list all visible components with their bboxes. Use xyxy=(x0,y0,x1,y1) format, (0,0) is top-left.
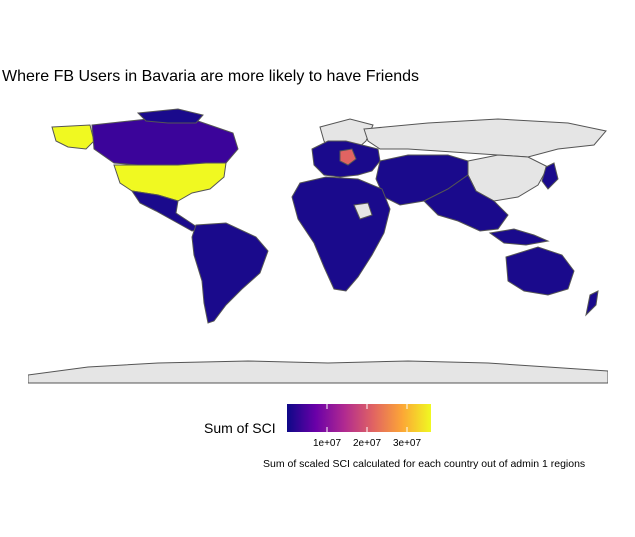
legend-title: Sum of SCI xyxy=(204,420,276,436)
region-united-states xyxy=(113,162,227,202)
region-africa xyxy=(291,176,391,292)
legend-tick-1e7: 1e+07 xyxy=(312,438,342,449)
legend-tick-2e7: 2e+07 xyxy=(352,438,382,449)
region-alaska xyxy=(51,124,95,150)
region-russia xyxy=(363,118,607,158)
map-title: Where FB Users in Bavaria are more likel… xyxy=(2,68,420,85)
region-canada xyxy=(91,118,239,166)
region-antarctica xyxy=(28,360,608,384)
legend-tick-3e7: 3e+07 xyxy=(392,438,422,449)
region-germany xyxy=(339,148,357,166)
region-indonesia xyxy=(488,228,550,246)
legend-colorbar xyxy=(287,404,431,432)
region-libya-patch xyxy=(353,202,373,220)
region-south-america xyxy=(191,222,269,324)
legend-caption: Sum of scaled SCI calculated for each co… xyxy=(263,458,586,470)
region-new-zealand xyxy=(585,290,599,317)
region-mexico xyxy=(130,190,202,232)
region-australia xyxy=(505,246,575,296)
region-south-asia xyxy=(423,174,509,232)
region-japan xyxy=(541,162,559,190)
region-canada-islands xyxy=(136,108,204,124)
world-choropleth-map xyxy=(28,108,608,384)
